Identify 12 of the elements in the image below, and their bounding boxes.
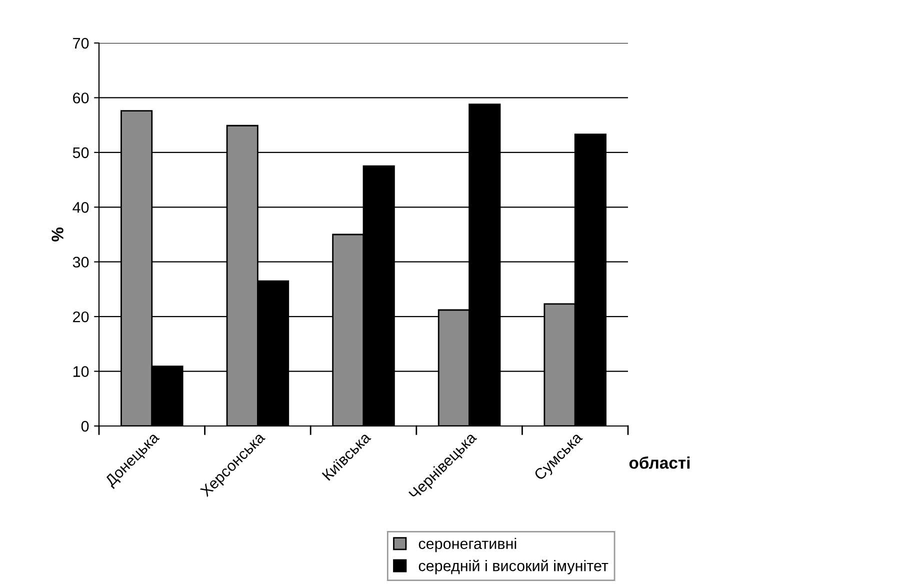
y-axis-title: % bbox=[52, 228, 64, 242]
y-tick-label: 60 bbox=[73, 92, 89, 104]
legend-label: середній і високий імунітет bbox=[418, 560, 608, 574]
y-tick-label: 10 bbox=[73, 366, 89, 377]
y-tick-label: 30 bbox=[72, 256, 89, 268]
y-tick-label: 40 bbox=[72, 202, 89, 213]
y-tick-label: 50 bbox=[72, 147, 89, 158]
y-tick-label: 70 bbox=[73, 38, 89, 49]
y-tick-label: 0 bbox=[81, 420, 89, 432]
y-tick-label: 20 bbox=[73, 311, 89, 322]
x-axis-title: області bbox=[629, 456, 690, 469]
legend-label: серонегативні bbox=[418, 538, 516, 552]
